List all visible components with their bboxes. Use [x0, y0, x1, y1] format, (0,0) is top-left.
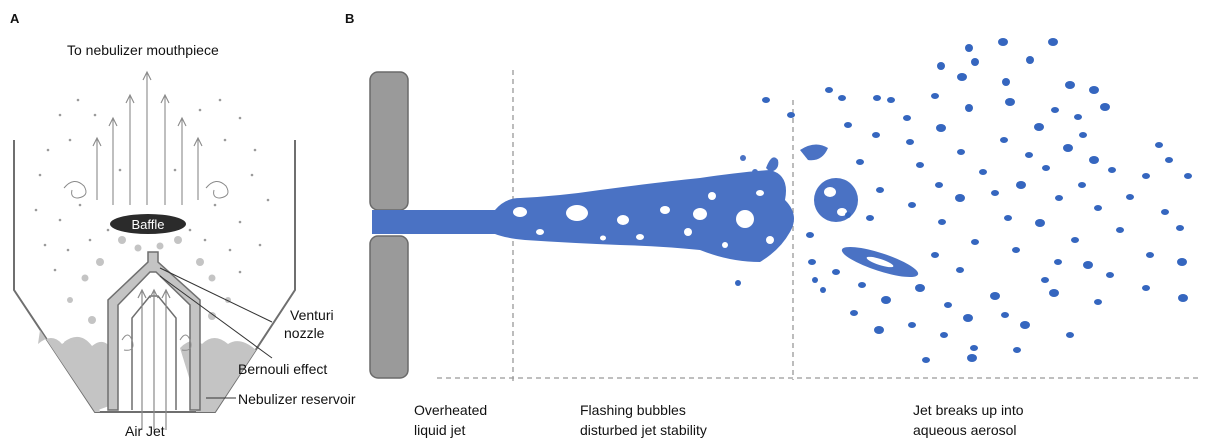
stage2-caption-line1: Flashing bubbles — [580, 402, 686, 418]
reservoir-liquid-left — [38, 330, 100, 412]
mist-droplets — [34, 98, 270, 274]
aerosol-droplets — [735, 38, 1192, 363]
stage3-caption-line1: Jet breaks up into — [913, 402, 1024, 418]
panel-a-letter: A — [10, 11, 20, 26]
reservoir-label: Nebulizer reservoir — [238, 391, 356, 407]
stage2-caption-line2: disturbed jet stability — [580, 422, 707, 438]
fragment-holes — [824, 187, 894, 268]
baffle — [110, 214, 186, 234]
air-jet-label: Air Jet — [125, 423, 165, 439]
venturi-nozzle — [107, 251, 201, 411]
large-droplets — [67, 236, 231, 324]
nozzle-bottom-block — [369, 235, 409, 379]
bernoulli-label: Bernouli effect — [238, 361, 327, 377]
mouthpiece-label: To nebulizer mouthpiece — [67, 42, 219, 58]
baffle-label: Baffle — [131, 217, 164, 232]
leader-lines — [159, 267, 273, 399]
nozzle-top-block — [369, 71, 409, 211]
stage1-caption-line2: liquid jet — [414, 422, 465, 438]
venturi-label-line1: Venturi — [290, 307, 334, 323]
swirl-icon — [121, 334, 134, 351]
panel-b: B — [345, 11, 1200, 438]
nebulizer-body — [13, 140, 296, 413]
flow-arrows — [92, 70, 203, 205]
venturi-label-line2: nozzle — [284, 325, 325, 341]
air-jet-arrows — [137, 288, 171, 430]
swirl-icon — [179, 334, 192, 351]
stage1-caption-line1: Overheated — [414, 402, 487, 418]
swirl-icon — [63, 181, 87, 199]
panel-a: A To nebulizer mouthpiece — [10, 11, 356, 439]
panel-b-letter: B — [345, 11, 354, 26]
jet-bubbles — [513, 190, 774, 248]
swirl-icon — [205, 181, 229, 199]
stage3-caption-line2: aqueous aerosol — [913, 422, 1017, 438]
